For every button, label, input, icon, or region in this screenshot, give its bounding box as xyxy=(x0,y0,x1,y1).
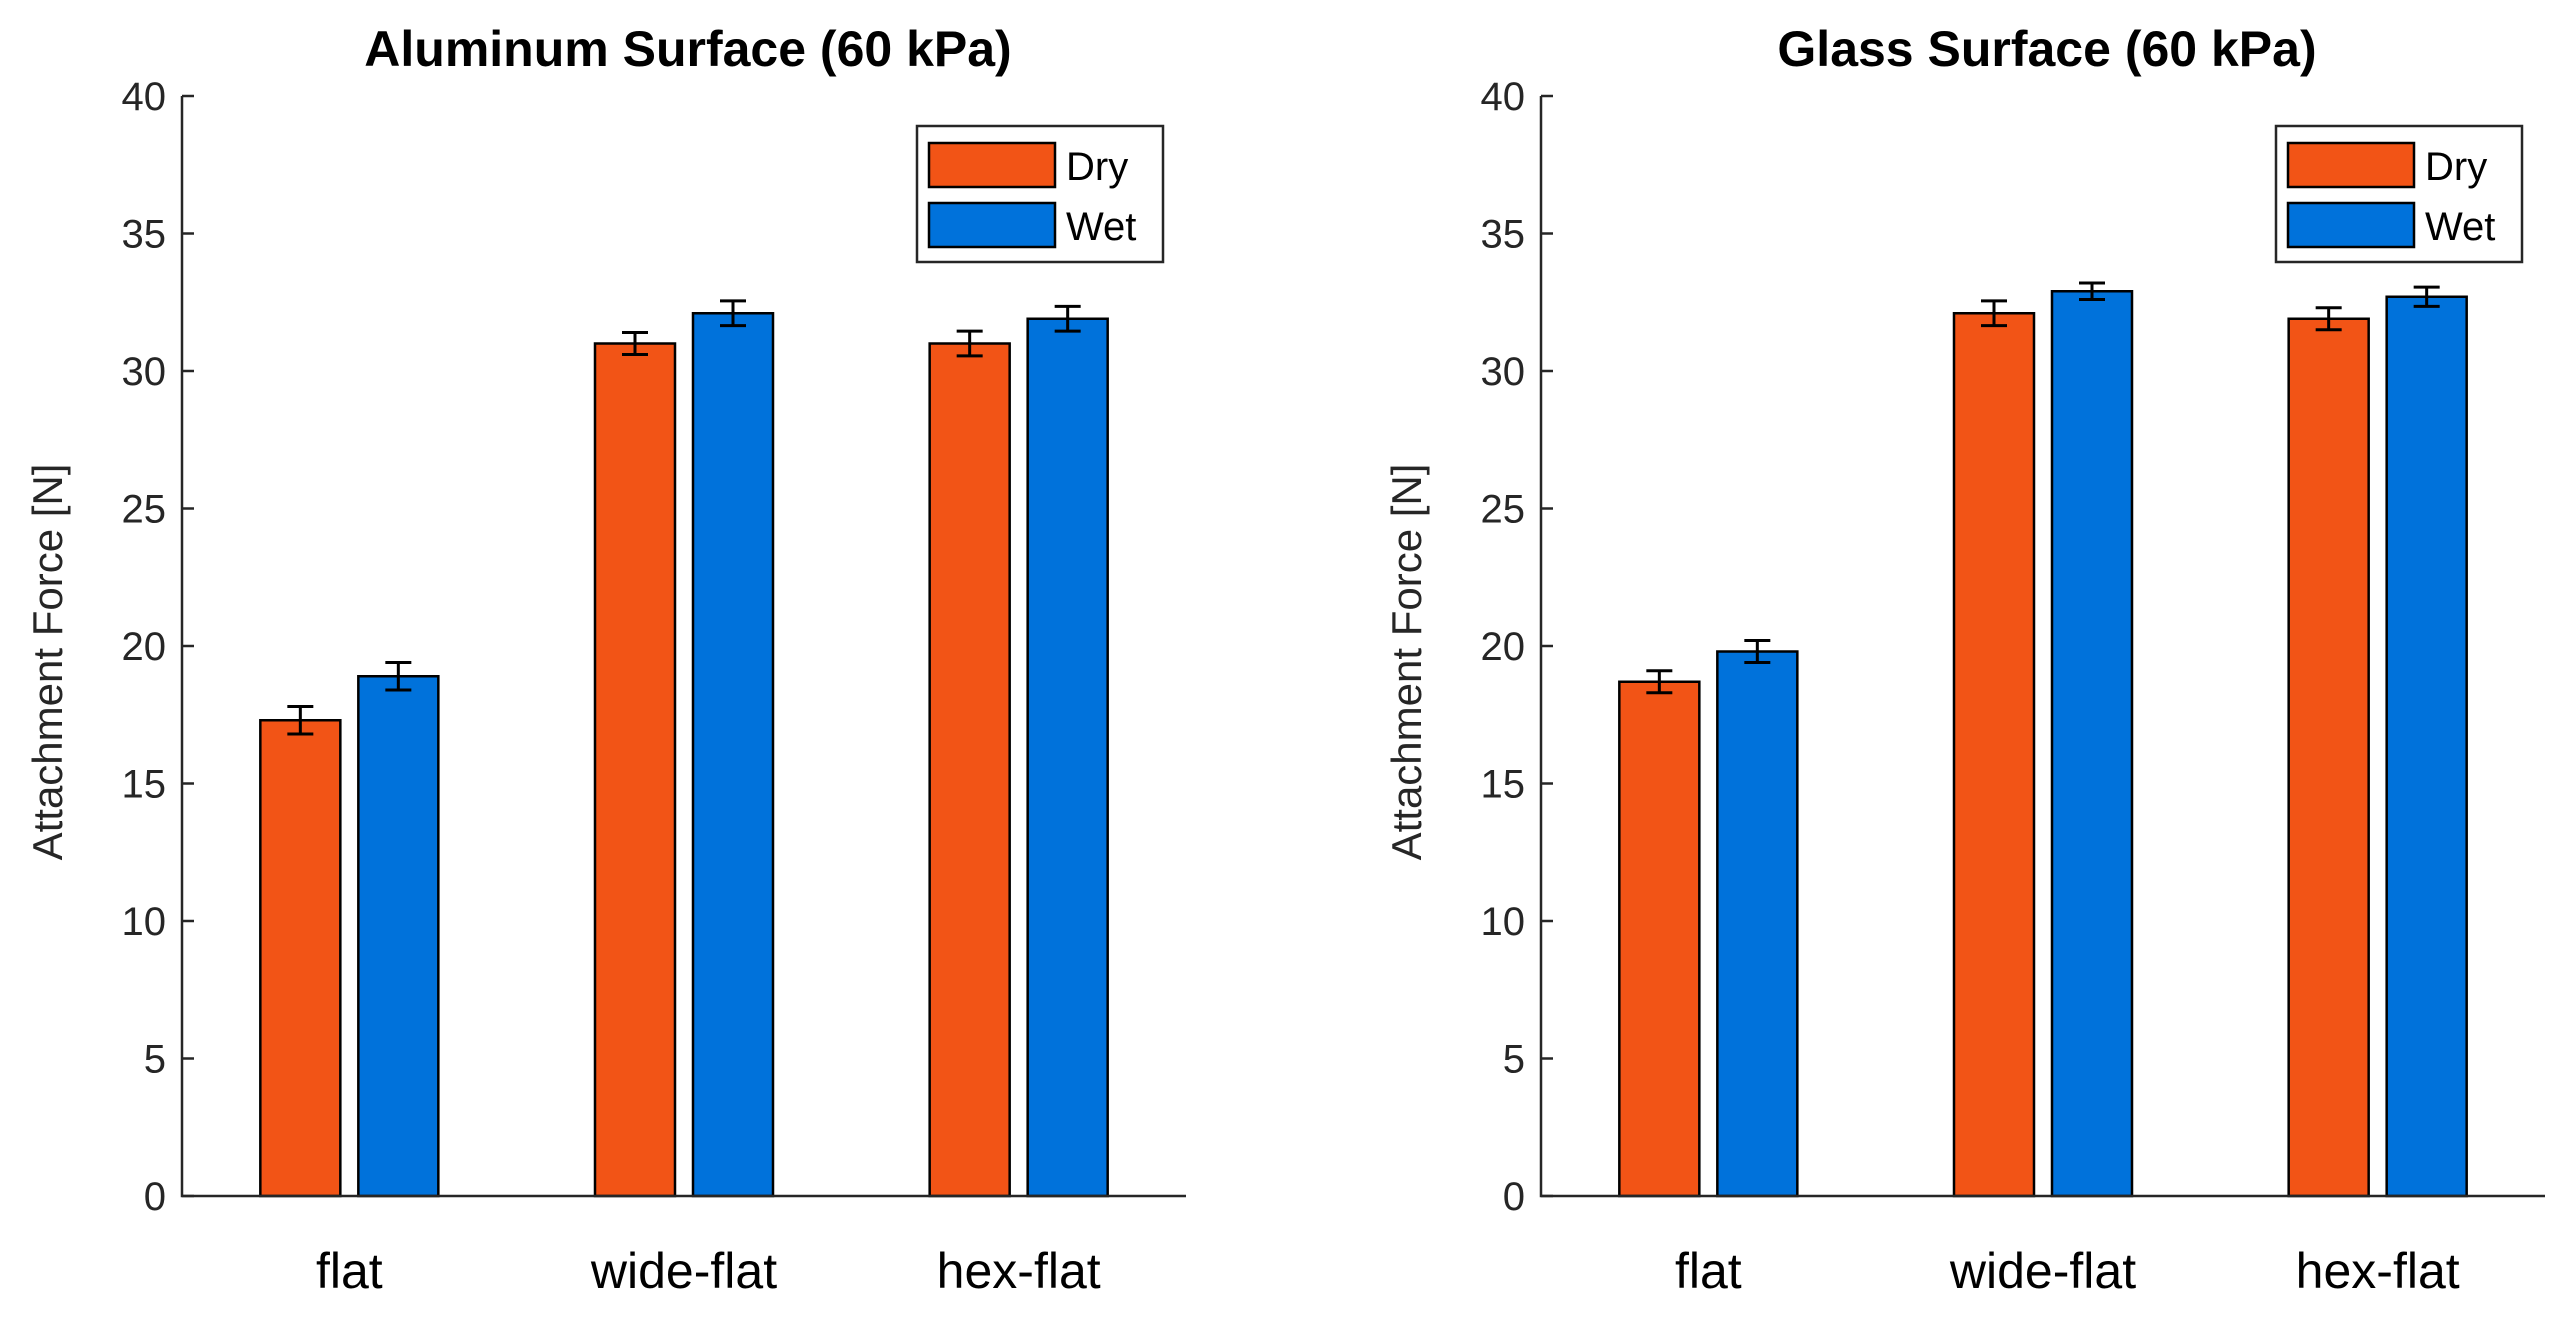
y-tick-label: 40 xyxy=(122,75,167,119)
error-bar-wet xyxy=(720,299,746,328)
bar-wet xyxy=(2385,295,2468,1198)
legend-swatch-dry xyxy=(2286,141,2416,189)
y-tick-label: 15 xyxy=(122,763,167,807)
bar-wet xyxy=(1026,317,1109,1198)
y-tick-label: 35 xyxy=(122,213,167,257)
y-tick-label: 30 xyxy=(1481,350,1526,394)
y-tick-label: 40 xyxy=(1481,75,1526,119)
chart-glass: Glass Surface (60 kPa) Attachment Force … xyxy=(1383,21,2545,1299)
error-bar-wet xyxy=(2413,285,2440,308)
x-tick-label: hex-flat xyxy=(937,1243,1101,1299)
y-axis-label: Attachment Force [N] xyxy=(1383,464,1430,861)
y-tick-label: 10 xyxy=(122,900,167,944)
error-bar-dry xyxy=(622,331,648,356)
x-tick-label: wide-flat xyxy=(590,1243,777,1299)
x-tick-label: hex-flat xyxy=(2296,1243,2460,1299)
error-bar-wet xyxy=(1054,304,1081,333)
chart-aluminum: Aluminum Surface (60 kPa) Attachment For… xyxy=(24,21,1186,1299)
bar-wet xyxy=(357,675,440,1198)
y-tick-label: 25 xyxy=(122,488,167,532)
bar-dry xyxy=(593,342,677,1198)
bar-dry xyxy=(259,719,342,1198)
legend-swatch-dry xyxy=(927,141,1057,189)
error-bars xyxy=(1646,281,2440,695)
y-tick-label: 10 xyxy=(1481,900,1526,944)
chart-title: Glass Surface (60 kPa) xyxy=(1777,21,2316,77)
legend-label-dry: Dry xyxy=(1066,145,1128,189)
error-bar-dry xyxy=(287,705,314,736)
axes-frame xyxy=(1539,96,2545,1198)
y-tick-label: 20 xyxy=(1481,625,1526,669)
error-bar-wet xyxy=(1744,639,1771,664)
y-tick-label: 5 xyxy=(144,1038,166,1082)
bar-dry xyxy=(2287,317,2370,1198)
error-bar-dry xyxy=(1981,299,2007,328)
y-tick-label: 0 xyxy=(144,1175,166,1219)
y-tick-label: 15 xyxy=(1481,763,1526,807)
bars xyxy=(259,312,1109,1198)
x-tick-labels: flat wide-flat hex-flat xyxy=(316,1243,1101,1299)
bars xyxy=(1618,290,2468,1198)
legend-label-wet: Wet xyxy=(2425,205,2495,249)
error-bar-dry xyxy=(1646,669,1673,695)
legend-swatch-wet xyxy=(927,201,1057,249)
y-tick-label: 20 xyxy=(122,625,167,669)
y-axis-label: Attachment Force [N] xyxy=(24,464,71,861)
bar-wet xyxy=(1716,650,1799,1198)
x-tick-label: wide-flat xyxy=(1949,1243,2136,1299)
bar-wet xyxy=(691,312,775,1198)
axes-frame xyxy=(180,96,1186,1198)
error-bar-wet xyxy=(385,661,412,692)
bar-wet xyxy=(2050,290,2134,1198)
y-ticks: 0 5 10 15 20 25 30 35 40 xyxy=(1481,75,1553,1219)
y-ticks: 0 5 10 15 20 25 30 35 40 xyxy=(122,75,194,1219)
error-bars xyxy=(287,299,1081,736)
legend-swatch-wet xyxy=(2286,201,2416,249)
chart-title: Aluminum Surface (60 kPa) xyxy=(364,21,1011,77)
y-tick-label: 25 xyxy=(1481,488,1526,532)
legend: Dry Wet xyxy=(915,124,1165,264)
y-tick-label: 35 xyxy=(1481,213,1526,257)
error-bar-dry xyxy=(956,329,983,358)
bar-dry xyxy=(928,342,1011,1198)
y-tick-label: 5 xyxy=(1503,1038,1525,1082)
x-tick-labels: flat wide-flat hex-flat xyxy=(1675,1243,2460,1299)
x-tick-label: flat xyxy=(1675,1243,1742,1299)
x-tick-label: flat xyxy=(316,1243,383,1299)
error-bar-wet xyxy=(2079,281,2105,301)
y-tick-label: 0 xyxy=(1503,1175,1525,1219)
y-tick-label: 30 xyxy=(122,350,167,394)
bar-dry xyxy=(1952,312,2036,1198)
bar-dry xyxy=(1618,680,1701,1198)
error-bar-dry xyxy=(2315,306,2342,332)
legend-label-dry: Dry xyxy=(2425,145,2487,189)
legend: Dry Wet xyxy=(2274,124,2524,264)
legend-label-wet: Wet xyxy=(1066,205,1136,249)
